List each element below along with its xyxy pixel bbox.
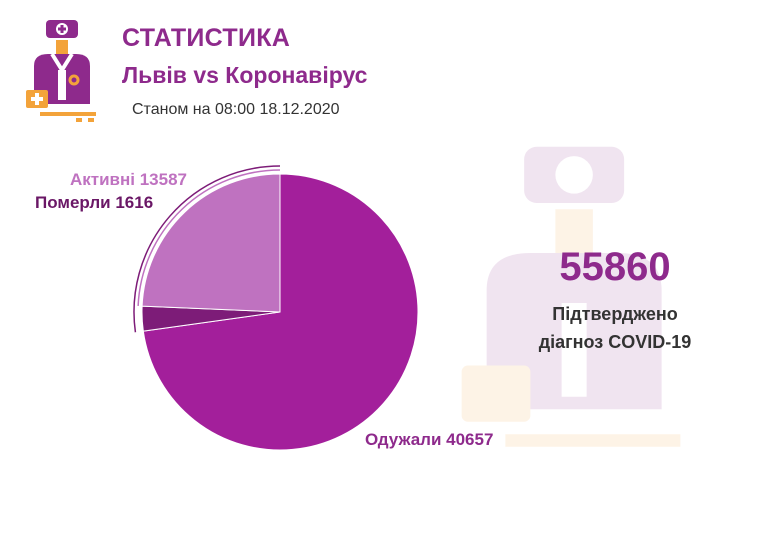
slice-label-Одужали: Одужали 40657 (365, 430, 493, 449)
doctor-watermark-icon (461, 146, 681, 447)
page-subtitle: Львів vs Коронавірус (122, 62, 368, 88)
doctor-logo-icon (26, 20, 96, 122)
confirmed-caption: Підтверджено діагноз COVID-19 (515, 300, 715, 356)
pie-slice-Одужали (142, 173, 419, 451)
slice-label-Померли: Померли 1616 (35, 193, 153, 212)
caption-line-1: Підтверджено (552, 304, 678, 324)
date-stamp: Станом на 08:00 18.12.2020 (132, 101, 340, 118)
pie-slice-Активні (141, 173, 281, 313)
slice-label-Активні: Активні 13587 (70, 170, 187, 189)
page-title: СТАТИСТИКА (122, 24, 291, 52)
leader-arc-deaths (133, 165, 281, 333)
confirmed-count: 55860 (559, 245, 671, 289)
caption-line-2: діагноз COVID-19 (538, 332, 692, 352)
leader-arc-active (137, 169, 281, 306)
